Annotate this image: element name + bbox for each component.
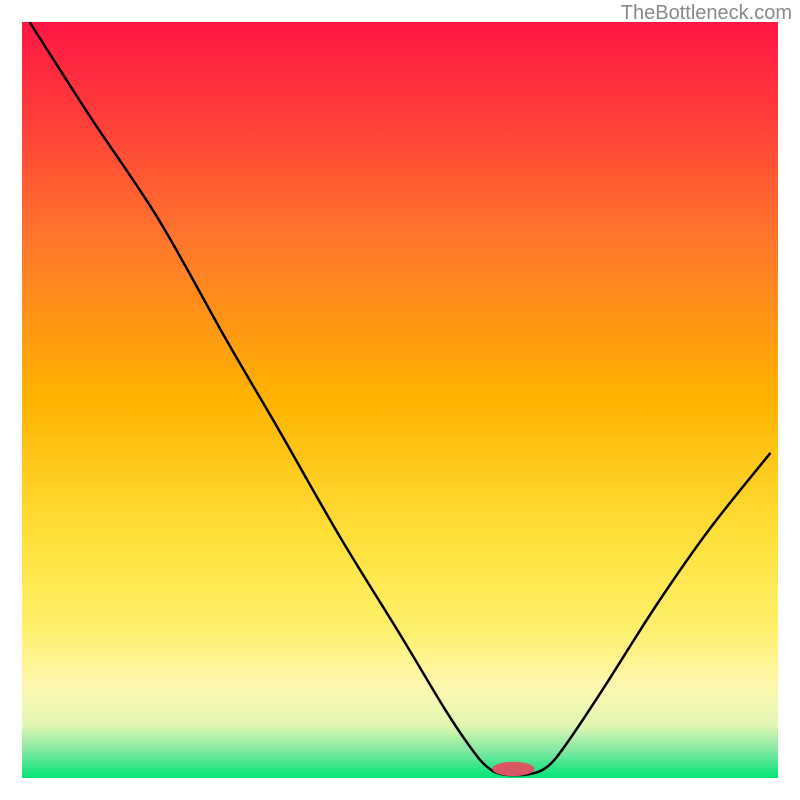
bottleneck-curve	[30, 22, 771, 775]
plot-area	[22, 22, 778, 778]
line-overlay	[22, 22, 778, 778]
optimal-marker	[492, 762, 534, 776]
chart-container: TheBottleneck.com	[0, 0, 800, 800]
